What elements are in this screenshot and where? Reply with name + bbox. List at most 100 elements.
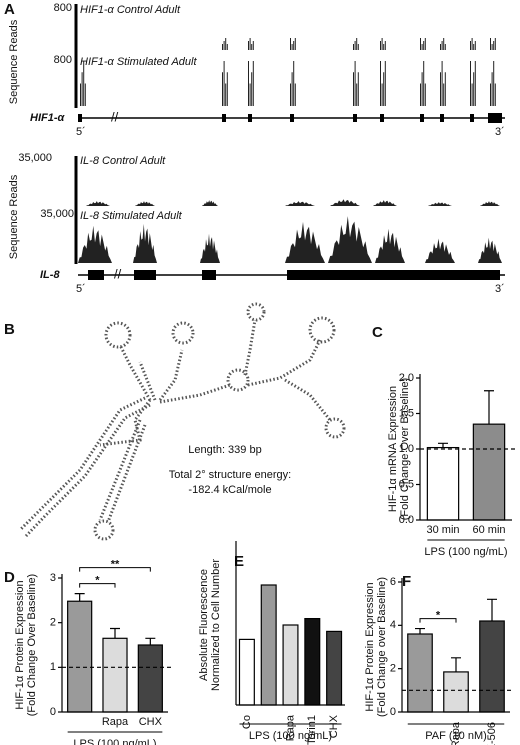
coverage [473, 44, 475, 50]
coverage [86, 201, 110, 206]
error-bar [145, 637, 156, 645]
coverage [444, 72, 446, 106]
coverage [384, 61, 386, 106]
y-label: Absolute Fluorescence [198, 569, 210, 681]
break: // [114, 266, 122, 281]
exon [78, 114, 82, 122]
significance: * [95, 575, 100, 587]
panel-letter: D [4, 569, 15, 586]
gene-name: IL-8 [40, 269, 60, 281]
coverage [294, 38, 296, 50]
coverage [225, 38, 227, 50]
coverage [356, 83, 358, 106]
coverage [328, 216, 372, 263]
coverage [491, 44, 493, 50]
x-tick-label: CHX [139, 716, 163, 728]
coverage [291, 72, 293, 106]
coverage [421, 44, 423, 50]
bar [67, 600, 93, 713]
significance-bracket [79, 567, 151, 572]
coverage [480, 201, 500, 206]
coverage [473, 72, 475, 106]
exon [287, 270, 500, 280]
coverage [441, 41, 443, 50]
coverage [249, 83, 251, 106]
coverage [383, 72, 385, 106]
coverage [443, 83, 445, 106]
coverage [222, 72, 223, 106]
bar [426, 446, 460, 521]
y-label: (Fold Change Over Baseline) [399, 378, 411, 520]
energy: -182.4 kCal/mole [188, 484, 271, 496]
gene-end: 3´ [495, 126, 505, 138]
coverage [478, 237, 502, 263]
coverage [81, 72, 83, 106]
coverage [474, 41, 476, 50]
coverage [252, 61, 254, 106]
coverage [384, 41, 386, 50]
exon [353, 114, 357, 122]
coverage [470, 61, 471, 106]
coverage [80, 83, 81, 106]
coverage [440, 72, 441, 106]
significance: ** [111, 559, 120, 571]
rna-stem [118, 344, 152, 401]
coverage [226, 44, 228, 50]
y-tick-label: 2.0 [399, 372, 414, 384]
rna-stem [243, 319, 257, 376]
exon [222, 114, 226, 122]
gene-end: 5´ [76, 283, 86, 295]
y-tick-label: 4 [390, 619, 396, 631]
energy-title: Total 2° structure energy: [169, 469, 291, 481]
x-tick-label: Rapa [102, 716, 129, 728]
coverage [424, 83, 426, 106]
y-label: HIF-1α Protein Expression [364, 582, 376, 711]
bar [137, 644, 163, 713]
x-tick-label: 60 min [472, 524, 505, 536]
rna-loop [171, 321, 195, 345]
coverage [381, 38, 383, 50]
break: // [111, 109, 119, 124]
panel-letter: A [4, 1, 15, 18]
y-label: (Fold Change over Baseline) [376, 577, 388, 717]
coverage [425, 238, 455, 263]
rna-loop [104, 321, 132, 349]
error-bar [451, 657, 461, 672]
exon [88, 270, 104, 280]
exon [440, 114, 444, 122]
coverage [420, 83, 421, 106]
coverage [444, 44, 446, 50]
bar [326, 630, 343, 706]
exon [420, 114, 424, 122]
coverage [225, 83, 227, 106]
rna-stem [98, 419, 142, 521]
x-tick-label: Rapa [284, 714, 296, 741]
gene-end: 3´ [495, 283, 505, 295]
coverage [330, 199, 360, 206]
y-label: HIF-1α mRNA Expression [387, 386, 399, 512]
coverage [373, 200, 397, 206]
coverage [356, 38, 358, 50]
track-scale: 35,000 [40, 208, 74, 220]
coverage [493, 61, 495, 106]
y-label: Normalized to Cell Number [210, 559, 222, 691]
coverage [470, 41, 471, 50]
coverage [202, 200, 218, 206]
y-tick-label: 6 [390, 576, 396, 588]
y-label: (Fold Change Over Baseline) [26, 574, 38, 716]
significance: * [436, 609, 441, 621]
coverage [290, 83, 291, 106]
coverage [226, 72, 228, 106]
coverage [291, 44, 293, 50]
coverage [383, 44, 385, 50]
exon [248, 114, 252, 122]
bar [479, 620, 505, 713]
coverage [294, 83, 296, 106]
x-label: LPS (100 ng/mL) [73, 738, 156, 745]
y-tick-label: 0.0 [399, 514, 414, 526]
rna-loop [324, 417, 346, 439]
rna-stem [138, 361, 157, 401]
coverage [380, 41, 381, 50]
